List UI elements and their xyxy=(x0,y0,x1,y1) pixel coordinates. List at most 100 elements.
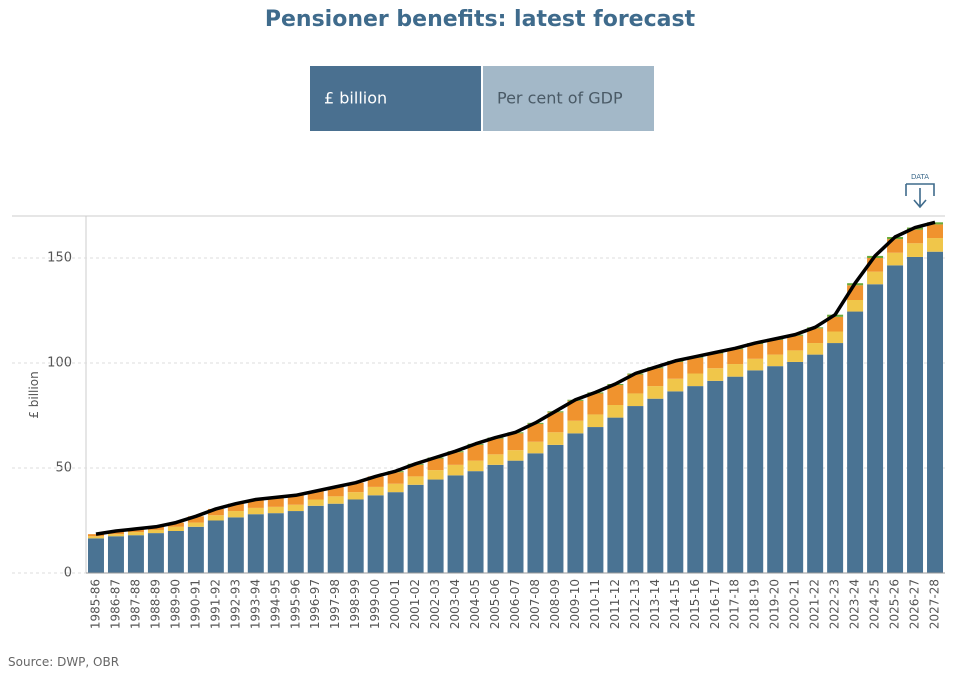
x-tick-label: 2024-25 xyxy=(868,579,882,629)
bar-segment xyxy=(447,452,464,465)
download-arrow[interactable] xyxy=(905,183,935,209)
bar-segment xyxy=(807,354,824,573)
bar-segment xyxy=(747,370,764,573)
x-tick-label: 2022-23 xyxy=(828,579,842,629)
x-tick-label: 2003-04 xyxy=(448,579,462,629)
x-tick-label: 2018-19 xyxy=(748,579,762,629)
x-tick-label: 1986-87 xyxy=(108,579,122,629)
bar-segment xyxy=(727,376,744,573)
bar-segment xyxy=(107,536,124,573)
x-tick-label: 2016-17 xyxy=(708,579,722,629)
bar-segment xyxy=(787,361,804,573)
bar-segment xyxy=(707,380,724,573)
bar-segment xyxy=(607,417,624,573)
bar-segment xyxy=(267,506,284,514)
bar-segment xyxy=(767,354,784,367)
x-tick-label: 2014-15 xyxy=(668,579,682,629)
bar-segment xyxy=(867,284,884,573)
bar-segment xyxy=(367,495,384,573)
bar-segment xyxy=(407,464,424,477)
bar-segment xyxy=(747,358,764,371)
bar-segment xyxy=(147,533,164,573)
bar-segment xyxy=(427,458,444,471)
bar-segment xyxy=(827,316,844,332)
x-tick-label: 2027-28 xyxy=(928,579,942,629)
button-label[interactable]: £ billion xyxy=(324,89,387,108)
bar-segment xyxy=(847,300,864,312)
x-tick-label: 1996-97 xyxy=(308,579,322,629)
bar-segment xyxy=(587,427,604,573)
bar-segment xyxy=(627,393,644,407)
bar-segment xyxy=(887,265,904,573)
button-billion[interactable] xyxy=(310,66,481,131)
bar-segment xyxy=(307,499,324,506)
bar-segment xyxy=(627,406,644,573)
bar-segment xyxy=(87,536,104,539)
x-tick-label: 2023-24 xyxy=(848,579,862,629)
bar-segment xyxy=(907,243,924,257)
bar-segment xyxy=(367,476,384,487)
x-tick-label: 1997-98 xyxy=(328,579,342,629)
button-label[interactable]: Per cent of GDP xyxy=(497,89,623,108)
x-tick-label: 2012-13 xyxy=(628,579,642,629)
x-tick-label: 2010-11 xyxy=(588,579,602,629)
bar-segment xyxy=(687,357,704,374)
bar-segment xyxy=(807,328,824,344)
bar-segment xyxy=(127,532,144,536)
bar-segment xyxy=(227,517,244,573)
bar-segment xyxy=(187,516,204,523)
bar-segment xyxy=(487,464,504,573)
bar-segment xyxy=(427,470,444,480)
bar-segment xyxy=(347,492,364,500)
bar-segment xyxy=(907,256,924,573)
x-tick-label: 2000-01 xyxy=(388,579,402,629)
bar-segment xyxy=(767,366,784,573)
bar-segment xyxy=(247,499,264,508)
bar-segment xyxy=(787,350,804,362)
x-tick-label: 2021-22 xyxy=(808,579,822,629)
bar-segment xyxy=(547,432,564,445)
x-tick-label: 2002-03 xyxy=(428,579,442,629)
bar-segment xyxy=(567,400,584,421)
download-icon[interactable]: DATA xyxy=(905,173,935,209)
bar-segment xyxy=(467,471,484,573)
bar-segment xyxy=(207,508,224,516)
bar-segment xyxy=(487,454,504,465)
bar-segment xyxy=(307,491,324,500)
bar-segment xyxy=(727,349,744,365)
x-tick-label: 2013-14 xyxy=(648,579,662,629)
bar-segment xyxy=(167,526,184,531)
x-tick-label: 2011-12 xyxy=(608,579,622,629)
bar-segment xyxy=(927,224,944,239)
bar-segment xyxy=(287,511,304,573)
bar-segment xyxy=(607,385,624,405)
bar-segment xyxy=(527,441,544,454)
bar-segment xyxy=(727,364,744,377)
bar-segment xyxy=(227,503,244,512)
bar-segment xyxy=(667,391,684,573)
download-label[interactable]: DATA xyxy=(911,173,929,181)
x-tick-label: 2025-26 xyxy=(888,579,902,629)
bar-segment xyxy=(707,353,724,369)
bar-segment xyxy=(327,486,344,497)
bar-segment xyxy=(227,511,244,518)
bar-segment xyxy=(587,414,604,428)
bar-segment xyxy=(127,535,144,573)
bar-segment xyxy=(287,495,304,505)
bar-segment xyxy=(427,479,444,573)
button-gdp[interactable] xyxy=(483,66,654,131)
bar-segment xyxy=(867,271,884,285)
bar-segment xyxy=(87,534,104,537)
bar-segment xyxy=(927,251,944,573)
bar-segment xyxy=(367,486,384,496)
x-tick-label: 2020-21 xyxy=(788,579,802,629)
bar-segment xyxy=(247,514,264,573)
x-tick-label: 2008-09 xyxy=(548,579,562,629)
x-tick-label: 1994-95 xyxy=(268,579,282,629)
bar-segment xyxy=(907,229,924,244)
x-tick-label: 1990-91 xyxy=(188,579,202,629)
bar-segment xyxy=(747,344,764,359)
bar-segment xyxy=(267,497,284,507)
